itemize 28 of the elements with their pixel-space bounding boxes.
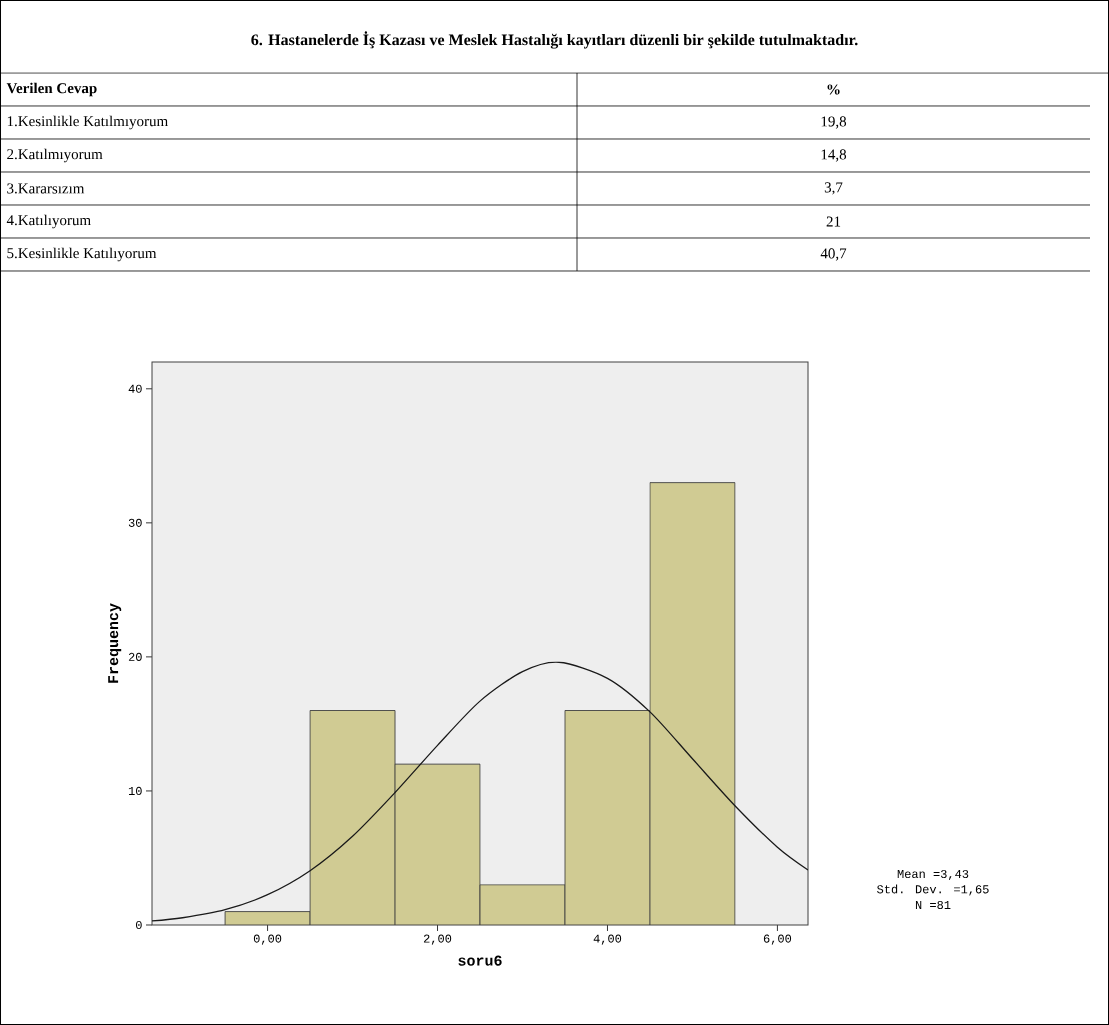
text: Std. Dev. =1,65 xyxy=(877,884,989,896)
text: Mean =3,43 xyxy=(897,869,969,881)
chart-title: 6. Hastanelerde İş Kazası ve Meslek Hastalığı kayıtları düzenli bir şekilde tutulmaktadır. xyxy=(251,31,858,49)
text: 19,8 xyxy=(821,116,847,129)
x-tick-label: 6,00 xyxy=(763,934,792,945)
text: 4.Katılıyorum xyxy=(6,214,91,229)
text: 3.Kararsızım xyxy=(7,183,85,194)
text: 2.Katılmıyorum xyxy=(7,148,103,163)
line-series xyxy=(152,661,809,922)
text: 21 xyxy=(826,216,841,227)
text: N =81 xyxy=(915,900,951,910)
text: 14,8 xyxy=(821,149,847,162)
y-tick-label: 10 xyxy=(128,786,142,795)
y-axis-title: Frequency xyxy=(108,603,122,683)
x-tick-label: 2,00 xyxy=(423,934,452,945)
x-tick-label: 0,00 xyxy=(253,934,282,945)
y-tick-label: 0 xyxy=(135,920,142,930)
text: 40,7 xyxy=(820,248,847,261)
x-tick-label: 4,00 xyxy=(593,934,622,945)
y-tick-label: 20 xyxy=(128,652,142,661)
text: Verilen Cevap xyxy=(6,82,97,97)
text: 3,7 xyxy=(824,182,843,195)
y-tick-label: 40 xyxy=(128,384,142,393)
text: 1.Kesinlikle Katılmıyorum xyxy=(7,115,168,130)
x-axis-title: soru6 xyxy=(458,955,502,966)
text: % xyxy=(827,84,840,95)
text: 5.Kesinlikle Katılıyorum xyxy=(7,247,157,262)
y-tick-label: 30 xyxy=(128,518,142,527)
